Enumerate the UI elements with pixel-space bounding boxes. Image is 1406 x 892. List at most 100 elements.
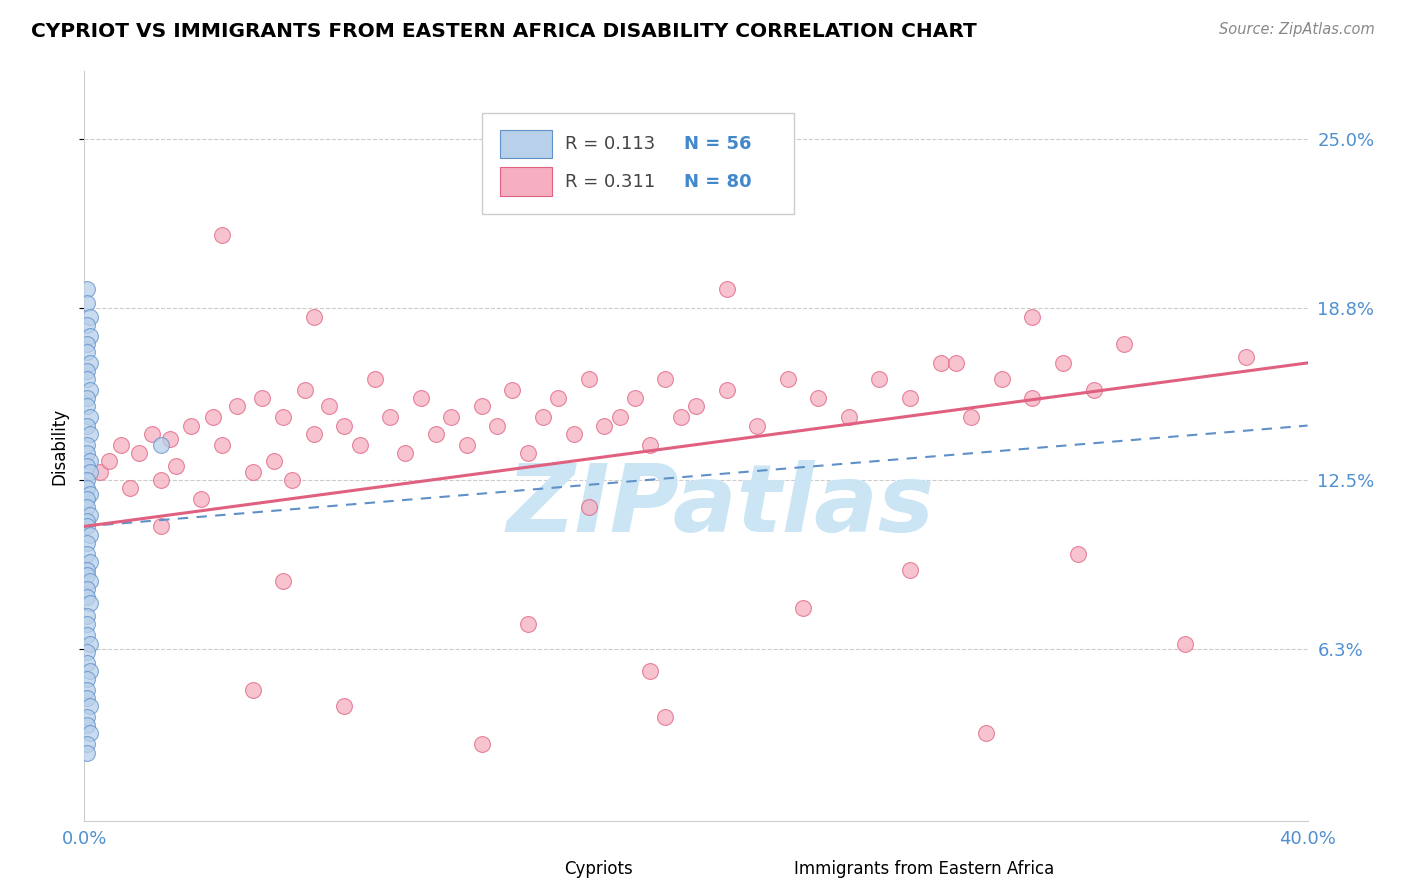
Point (1021, 392, 1043, 406)
Point (76, 582, 98, 596)
Point (149, 437, 172, 451)
Point (79, 596, 101, 610)
Point (128, 446, 150, 460)
Text: R = 0.113: R = 0.113 (565, 135, 655, 153)
Text: CYPRIOT VS IMMIGRANTS FROM EASTERN AFRICA DISABILITY CORRELATION CHART: CYPRIOT VS IMMIGRANTS FROM EASTERN AFRIC… (31, 22, 977, 41)
Text: ZIPatlas: ZIPatlas (506, 460, 935, 552)
Point (79, 426, 101, 441)
Point (76, 656, 98, 670)
Point (149, 519, 172, 533)
Point (79, 699, 101, 714)
Point (609, 410, 631, 425)
Point (250, 392, 273, 406)
Point (1067, 547, 1090, 561)
Point (271, 410, 294, 425)
Point (716, 383, 738, 397)
FancyBboxPatch shape (501, 168, 551, 195)
Point (79, 486, 101, 500)
Point (76, 563, 98, 577)
Point (76, 718, 98, 732)
Point (409, 392, 432, 406)
Point (211, 437, 233, 451)
Point (76, 535, 98, 549)
Point (638, 437, 661, 451)
Point (1083, 383, 1105, 397)
FancyBboxPatch shape (519, 856, 555, 883)
Point (593, 418, 616, 433)
Point (380, 410, 402, 425)
Point (79, 527, 101, 541)
Point (960, 410, 983, 425)
Text: N = 80: N = 80 (683, 172, 751, 191)
Point (242, 465, 264, 479)
Point (792, 601, 814, 615)
Point (76, 691, 98, 706)
Point (1021, 310, 1043, 324)
Point (79, 328, 101, 343)
Point (776, 372, 799, 386)
Point (120, 481, 142, 495)
Point (79, 574, 101, 588)
Point (425, 426, 447, 441)
Point (76, 628, 98, 642)
Point (76, 737, 98, 751)
Point (76, 547, 98, 561)
Point (1174, 636, 1197, 650)
Text: Source: ZipAtlas.com: Source: ZipAtlas.com (1219, 22, 1375, 37)
Point (79, 454, 101, 468)
Point (685, 400, 707, 414)
Point (531, 410, 554, 425)
Point (110, 437, 132, 451)
Point (486, 418, 509, 433)
Point (79, 555, 101, 569)
Point (76, 672, 98, 686)
Point (562, 426, 585, 441)
Point (807, 392, 830, 406)
Y-axis label: Disability: Disability (51, 408, 69, 484)
Point (79, 410, 101, 425)
Point (141, 426, 163, 441)
Point (76, 609, 98, 624)
Point (76, 336, 98, 351)
Point (456, 437, 478, 451)
Point (516, 617, 538, 632)
Point (364, 372, 387, 386)
Point (226, 400, 249, 414)
Text: R = 0.311: R = 0.311 (565, 172, 655, 191)
Point (165, 459, 187, 474)
Point (76, 682, 98, 697)
Point (190, 492, 212, 507)
Point (76, 591, 98, 605)
Point (638, 664, 661, 678)
Point (76, 481, 98, 495)
Point (302, 310, 325, 324)
Point (547, 392, 569, 406)
Point (79, 356, 101, 370)
Point (471, 737, 494, 751)
FancyBboxPatch shape (748, 856, 786, 883)
Point (76, 400, 98, 414)
Point (76, 710, 98, 724)
Point (654, 710, 676, 724)
Point (159, 432, 181, 446)
Point (578, 372, 600, 386)
Point (502, 383, 524, 397)
Point (669, 410, 692, 425)
Point (1114, 336, 1136, 351)
Point (76, 568, 98, 582)
Point (747, 418, 769, 433)
Point (302, 426, 325, 441)
Point (1236, 351, 1258, 365)
Point (471, 400, 494, 414)
Point (76, 364, 98, 378)
Point (898, 563, 921, 577)
Point (440, 410, 463, 425)
Point (76, 318, 98, 332)
Point (79, 508, 101, 523)
Point (516, 446, 538, 460)
Point (76, 645, 98, 659)
Point (654, 372, 676, 386)
Point (76, 746, 98, 760)
Point (79, 726, 101, 740)
Point (716, 282, 738, 296)
